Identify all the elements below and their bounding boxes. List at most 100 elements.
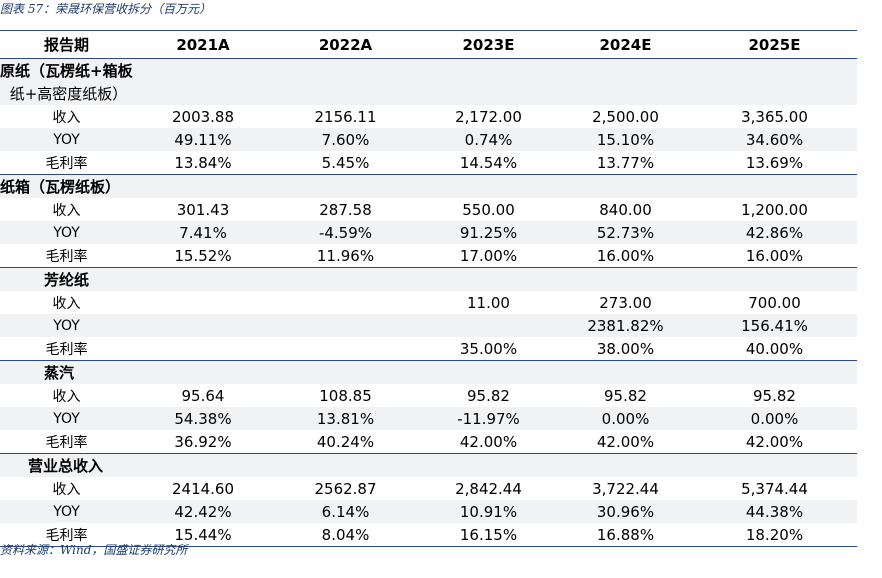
value-cell: 34.60% — [692, 128, 857, 151]
value-cell: 550.00 — [462, 200, 515, 219]
value-cell: 1,200.00 — [741, 200, 808, 219]
empty-cell — [559, 82, 692, 105]
section-header-row: 蒸汽 — [0, 360, 857, 384]
value-cell: 95.82 — [753, 386, 796, 405]
value-cell: 7.60% — [273, 128, 418, 151]
empty-cell — [273, 58, 418, 82]
value-cell: 49.11% — [133, 128, 273, 151]
section-header-row: 原纸（瓦楞纸+箱板 — [0, 58, 857, 82]
table-row: 收入 11.00 273.00 700.00 — [0, 291, 857, 314]
value-cell: 2,500.00 — [592, 107, 659, 126]
empty-cell — [273, 267, 418, 291]
value-cell: 95.64 — [181, 386, 225, 405]
value-cell: 40.24% — [316, 432, 375, 451]
empty-cell — [418, 267, 559, 291]
value-cell — [133, 314, 273, 337]
metric-label: 毛利率 — [45, 155, 88, 172]
value-cell: 16.88% — [559, 523, 692, 547]
value-cell: 11.00 — [467, 293, 510, 312]
value-cell: 10.91% — [418, 500, 559, 523]
value-cell — [133, 291, 273, 314]
header-row: 报告期 2021A 2022A 2023E 2024E 2025E — [0, 30, 857, 59]
header-year: 2025E — [692, 30, 857, 59]
value-cell — [273, 337, 418, 361]
value-cell: 15.10% — [559, 128, 692, 151]
value-cell: 2003.88 — [171, 107, 235, 126]
table-row: 收入 301.43 287.58 550.00 840.00 1,200.00 — [0, 198, 857, 221]
empty-cell — [418, 360, 559, 384]
empty-cell — [133, 360, 273, 384]
empty-cell — [559, 360, 692, 384]
empty-cell — [692, 174, 857, 198]
section-header-row: 营业总收入 — [0, 453, 857, 477]
table-row: YOY 42.42% 6.14% 10.91% 30.96% 44.38% — [0, 500, 857, 523]
table-body: 原纸（瓦楞纸+箱板 纸+高密度纸板） 收入 2003.88 2156.11 2,172.0… — [0, 58, 857, 547]
value-cell: 2156.11 — [314, 107, 377, 126]
metric-label: 毛利率 — [45, 248, 88, 265]
section-title: 纸箱（瓦楞纸板） — [0, 174, 133, 198]
value-cell: 2381.82% — [559, 314, 692, 337]
value-cell: 2414.60 — [171, 479, 235, 498]
value-cell: 36.92% — [174, 432, 232, 451]
value-cell: 5,374.44 — [741, 479, 808, 498]
empty-cell — [133, 82, 273, 105]
value-cell: 11.96% — [316, 246, 375, 265]
section-header-row: 纸+高密度纸板） — [0, 82, 857, 105]
value-cell: 14.54% — [459, 153, 518, 172]
section-title: 芳纶纸 — [0, 267, 133, 291]
value-cell: 0.74% — [418, 128, 559, 151]
value-cell: 13.84% — [174, 153, 232, 172]
value-cell: -4.59% — [273, 221, 418, 244]
value-cell: 3,365.00 — [741, 107, 808, 126]
value-cell: 35.00% — [459, 339, 518, 358]
table-row: 毛利率 15.44% 8.04% 16.15% 16.88% 18.20% — [0, 523, 857, 547]
table-caption: 图表 57：荣晟环保营收拆分（百万元） — [0, 2, 212, 16]
empty-cell — [273, 453, 418, 477]
header-year: 2022A — [273, 30, 418, 59]
value-cell: 42.42% — [133, 500, 273, 523]
value-cell: 6.14% — [273, 500, 418, 523]
empty-cell — [133, 453, 273, 477]
metric-label: YOY — [0, 314, 133, 337]
header-period: 报告期 — [0, 30, 133, 59]
empty-cell — [559, 267, 692, 291]
metric-label: 收入 — [52, 109, 81, 126]
empty-cell — [692, 360, 857, 384]
table-row: 毛利率 13.84% 5.45% 14.54% 13.77% 13.69% — [0, 151, 857, 175]
empty-cell — [133, 267, 273, 291]
empty-cell — [273, 174, 418, 198]
value-cell: 13.77% — [596, 153, 655, 172]
section-title: 营业总收入 — [0, 453, 133, 477]
value-cell: 91.25% — [418, 221, 559, 244]
empty-cell — [418, 82, 559, 105]
value-cell: 273.00 — [599, 293, 652, 312]
table-row: YOY 7.41% -4.59% 91.25% 52.73% 42.86% — [0, 221, 857, 244]
value-cell: 840.00 — [599, 200, 652, 219]
value-cell: 2,172.00 — [455, 107, 522, 126]
empty-cell — [273, 360, 418, 384]
section-header-row: 芳纶纸 — [0, 267, 857, 291]
value-cell: -11.97% — [418, 407, 559, 430]
value-cell: 42.00% — [459, 432, 518, 451]
table-row: 毛利率 35.00% 38.00% 40.00% — [0, 337, 857, 361]
value-cell: 15.44% — [133, 523, 273, 547]
value-cell: 287.58 — [319, 200, 372, 219]
empty-cell — [559, 174, 692, 198]
empty-cell — [273, 82, 418, 105]
metric-label: 收入 — [52, 388, 81, 405]
table-row: YOY 54.38% 13.81% -11.97% 0.00% 0.00% — [0, 407, 857, 430]
value-cell: 17.00% — [459, 246, 518, 265]
value-cell: 54.38% — [133, 407, 273, 430]
table-row: 收入 2414.60 2562.87 2,842.44 3,722.44 5,374.44 — [0, 477, 857, 500]
value-cell: 301.43 — [176, 200, 230, 219]
value-cell: 40.00% — [745, 339, 804, 358]
section-title: 蒸汽 — [0, 360, 133, 384]
value-cell: 700.00 — [748, 293, 801, 312]
value-cell: 95.82 — [467, 386, 510, 405]
section-title: 纸+高密度纸板） — [0, 82, 133, 105]
value-cell: 2,842.44 — [455, 479, 522, 498]
metric-label: 收入 — [52, 481, 81, 498]
value-cell: 5.45% — [321, 153, 370, 172]
header-year: 2021A — [133, 30, 273, 59]
value-cell: 3,722.44 — [592, 479, 659, 498]
